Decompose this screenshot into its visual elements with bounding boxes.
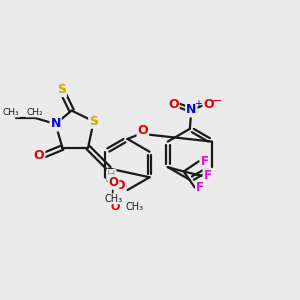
Text: O: O (168, 98, 178, 111)
Text: O: O (109, 176, 118, 189)
Text: F: F (203, 169, 211, 182)
Text: F: F (196, 181, 204, 194)
Text: −: − (212, 95, 223, 108)
Text: H: H (107, 170, 116, 180)
Text: S: S (57, 83, 66, 96)
Text: O: O (34, 149, 44, 162)
Text: N: N (186, 103, 196, 116)
Text: CH₃: CH₃ (104, 194, 122, 204)
Text: F: F (201, 155, 208, 168)
Text: O: O (137, 124, 148, 137)
Text: O: O (110, 202, 120, 212)
Text: CH₃: CH₃ (126, 202, 144, 212)
Text: O: O (203, 98, 214, 111)
Text: CH₃: CH₃ (3, 108, 20, 117)
Text: O: O (115, 179, 125, 193)
Text: +: + (194, 99, 202, 109)
Text: CH₂: CH₂ (26, 108, 43, 117)
Text: S: S (89, 115, 98, 128)
Text: N: N (50, 118, 61, 130)
